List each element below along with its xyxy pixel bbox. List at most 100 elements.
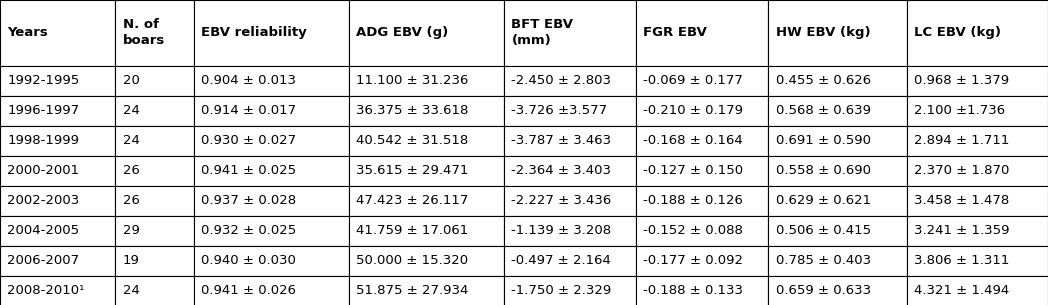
Bar — [115, 186, 194, 216]
Bar — [504, 186, 636, 216]
Text: N. of
boars: N. of boars — [123, 18, 165, 47]
Text: 0.568 ± 0.639: 0.568 ± 0.639 — [776, 104, 871, 117]
Text: EBV reliability: EBV reliability — [201, 26, 307, 39]
Bar — [907, 246, 1048, 276]
Text: 0.941 ± 0.025: 0.941 ± 0.025 — [201, 164, 297, 177]
Text: 0.904 ± 0.013: 0.904 ± 0.013 — [201, 74, 297, 87]
Text: 0.506 ± 0.415: 0.506 ± 0.415 — [776, 224, 871, 237]
Bar — [504, 216, 636, 246]
Bar — [768, 156, 907, 186]
Text: -3.787 ± 3.463: -3.787 ± 3.463 — [511, 134, 612, 147]
Text: -1.139 ± 3.208: -1.139 ± 3.208 — [511, 224, 612, 237]
Bar — [115, 0, 194, 66]
Bar — [194, 216, 349, 246]
Text: 2006-2007: 2006-2007 — [7, 254, 80, 267]
Bar — [194, 95, 349, 126]
Text: 24: 24 — [123, 134, 139, 147]
Text: 0.940 ± 0.030: 0.940 ± 0.030 — [201, 254, 297, 267]
Text: -2.364 ± 3.403: -2.364 ± 3.403 — [511, 164, 611, 177]
Bar — [115, 156, 194, 186]
Text: 0.629 ± 0.621: 0.629 ± 0.621 — [776, 194, 871, 207]
Text: 40.542 ± 31.518: 40.542 ± 31.518 — [356, 134, 468, 147]
Bar — [0, 216, 115, 246]
Text: -2.450 ± 2.803: -2.450 ± 2.803 — [511, 74, 611, 87]
Text: Years: Years — [7, 26, 48, 39]
Text: 11.100 ± 31.236: 11.100 ± 31.236 — [356, 74, 468, 87]
Text: -0.069 ± 0.177: -0.069 ± 0.177 — [643, 74, 743, 87]
Text: -0.177 ± 0.092: -0.177 ± 0.092 — [643, 254, 743, 267]
Bar — [115, 276, 194, 305]
Bar — [194, 0, 349, 66]
Bar — [768, 0, 907, 66]
Bar — [0, 276, 115, 305]
Bar — [115, 66, 194, 96]
Text: 0.930 ± 0.027: 0.930 ± 0.027 — [201, 134, 297, 147]
Text: 26: 26 — [123, 164, 139, 177]
Bar — [636, 186, 768, 216]
Text: 24: 24 — [123, 104, 139, 117]
Bar — [349, 66, 504, 96]
Text: 1992-1995: 1992-1995 — [7, 74, 80, 87]
Bar — [349, 156, 504, 186]
Text: 0.937 ± 0.028: 0.937 ± 0.028 — [201, 194, 297, 207]
Bar — [636, 246, 768, 276]
Bar — [907, 126, 1048, 156]
Text: BFT EBV
(mm): BFT EBV (mm) — [511, 18, 573, 47]
Text: 2.370 ± 1.870: 2.370 ± 1.870 — [914, 164, 1009, 177]
Text: 0.932 ± 0.025: 0.932 ± 0.025 — [201, 224, 297, 237]
Text: -2.227 ± 3.436: -2.227 ± 3.436 — [511, 194, 612, 207]
Text: 0.659 ± 0.633: 0.659 ± 0.633 — [776, 284, 871, 297]
Bar — [349, 216, 504, 246]
Text: ADG EBV (g): ADG EBV (g) — [356, 26, 449, 39]
Bar — [504, 246, 636, 276]
Text: 0.968 ± 1.379: 0.968 ± 1.379 — [914, 74, 1009, 87]
Bar — [504, 95, 636, 126]
Text: -0.168 ± 0.164: -0.168 ± 0.164 — [643, 134, 743, 147]
Text: HW EBV (kg): HW EBV (kg) — [776, 26, 870, 39]
Bar — [115, 126, 194, 156]
Text: -0.188 ± 0.133: -0.188 ± 0.133 — [643, 284, 743, 297]
Bar — [636, 66, 768, 96]
Text: 2004-2005: 2004-2005 — [7, 224, 80, 237]
Text: 0.455 ± 0.626: 0.455 ± 0.626 — [776, 74, 871, 87]
Text: 36.375 ± 33.618: 36.375 ± 33.618 — [356, 104, 468, 117]
Bar — [636, 216, 768, 246]
Bar — [0, 66, 115, 96]
Text: -1.750 ± 2.329: -1.750 ± 2.329 — [511, 284, 612, 297]
Bar — [907, 66, 1048, 96]
Bar — [636, 126, 768, 156]
Text: 51.875 ± 27.934: 51.875 ± 27.934 — [356, 284, 468, 297]
Text: 47.423 ± 26.117: 47.423 ± 26.117 — [356, 194, 468, 207]
Bar — [349, 95, 504, 126]
Bar — [768, 276, 907, 305]
Bar — [194, 126, 349, 156]
Text: 0.785 ± 0.403: 0.785 ± 0.403 — [776, 254, 871, 267]
Bar — [768, 216, 907, 246]
Bar — [768, 95, 907, 126]
Text: 0.558 ± 0.690: 0.558 ± 0.690 — [776, 164, 871, 177]
Text: 2.100 ±1.736: 2.100 ±1.736 — [914, 104, 1005, 117]
Bar — [768, 126, 907, 156]
Text: 0.691 ± 0.590: 0.691 ± 0.590 — [776, 134, 871, 147]
Bar — [349, 126, 504, 156]
Text: -0.127 ± 0.150: -0.127 ± 0.150 — [643, 164, 744, 177]
Bar — [504, 0, 636, 66]
Bar — [504, 66, 636, 96]
Bar — [907, 0, 1048, 66]
Text: 3.806 ± 1.311: 3.806 ± 1.311 — [914, 254, 1009, 267]
Bar — [636, 95, 768, 126]
Bar — [0, 95, 115, 126]
Text: 2002-2003: 2002-2003 — [7, 194, 80, 207]
Text: FGR EBV: FGR EBV — [643, 26, 707, 39]
Text: 41.759 ± 17.061: 41.759 ± 17.061 — [356, 224, 468, 237]
Bar — [0, 246, 115, 276]
Text: -0.497 ± 2.164: -0.497 ± 2.164 — [511, 254, 611, 267]
Bar — [194, 156, 349, 186]
Text: 3.241 ± 1.359: 3.241 ± 1.359 — [914, 224, 1009, 237]
Text: -0.152 ± 0.088: -0.152 ± 0.088 — [643, 224, 743, 237]
Text: 0.914 ± 0.017: 0.914 ± 0.017 — [201, 104, 297, 117]
Text: 29: 29 — [123, 224, 139, 237]
Bar — [907, 156, 1048, 186]
Bar — [636, 0, 768, 66]
Text: 24: 24 — [123, 284, 139, 297]
